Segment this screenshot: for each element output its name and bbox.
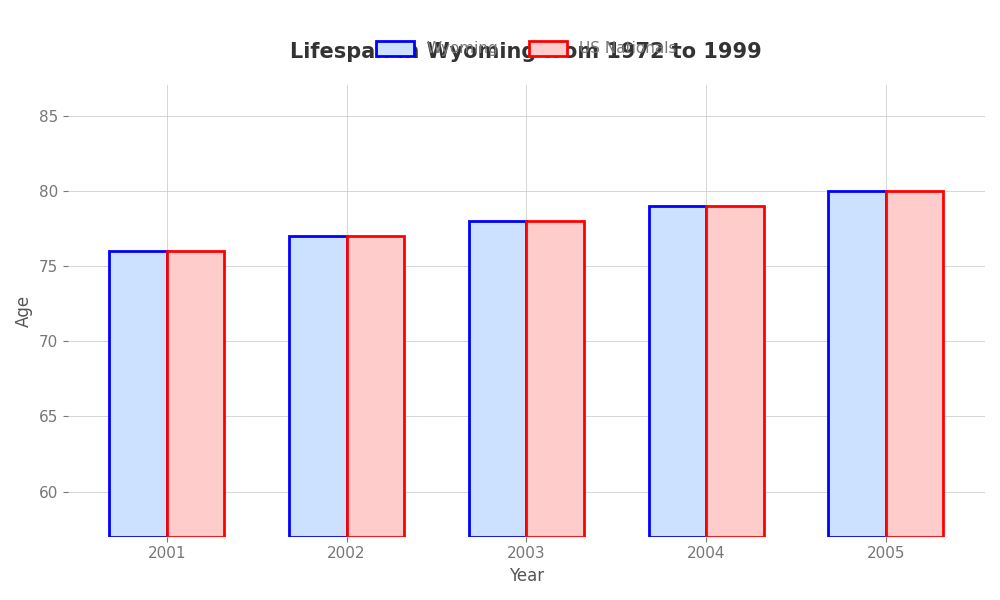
Y-axis label: Age: Age: [15, 295, 33, 327]
Bar: [469, 221, 526, 537]
Legend: Wyoming, US Nationals: Wyoming, US Nationals: [370, 34, 683, 62]
X-axis label: Year: Year: [509, 567, 544, 585]
Bar: [649, 206, 706, 537]
Bar: [289, 236, 347, 537]
Bar: [886, 191, 943, 537]
Bar: [828, 191, 886, 537]
Bar: [526, 221, 584, 537]
Bar: [109, 251, 167, 537]
Bar: [347, 236, 404, 537]
Title: Lifespan in Wyoming from 1972 to 1999: Lifespan in Wyoming from 1972 to 1999: [290, 41, 762, 62]
Bar: [706, 206, 764, 537]
Bar: [167, 251, 224, 537]
